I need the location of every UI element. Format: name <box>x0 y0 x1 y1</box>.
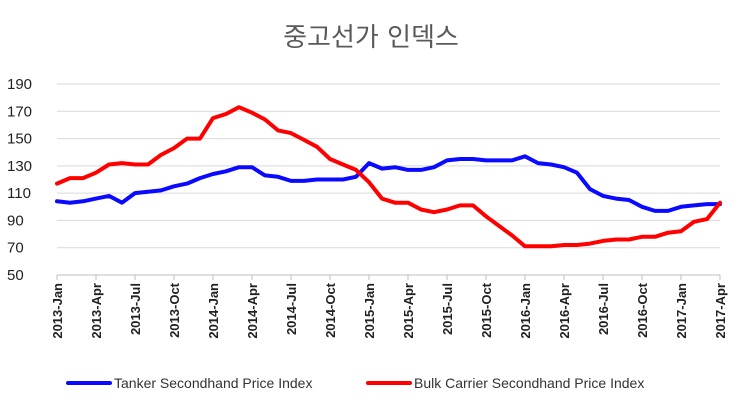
chart-title: 중고선가 인덱스 <box>283 23 459 53</box>
x-tick-label: 2016-Jan <box>518 283 533 339</box>
y-tick-label: 90 <box>7 212 24 229</box>
legend-label: Tanker Secondhand Price Index <box>114 375 312 391</box>
x-tick-label: 2013-Apr <box>89 283 104 339</box>
x-tick-label: 2015-Oct <box>479 282 494 338</box>
x-tick-label: 2015-Jan <box>362 283 377 339</box>
y-tick-label: 130 <box>7 158 32 175</box>
x-tick-label: 2014-Jul <box>284 283 299 335</box>
x-tick-label: 2013-Jan <box>50 283 65 339</box>
series-line-bulk-carrier <box>55 105 722 249</box>
y-tick-label: 190 <box>7 76 32 93</box>
x-axis-ticks: 2013-Jan 2013-Apr 2013-Jul 2013-Oct 2014-Jan… <box>50 275 728 339</box>
x-tick-label: 2016-Oct <box>635 282 650 338</box>
x-tick-label: 2013-Oct <box>167 282 182 338</box>
y-tick-label: 150 <box>7 131 32 148</box>
x-tick-label: 2015-Apr <box>401 283 416 339</box>
series-line-tanker <box>55 154 722 213</box>
legend: Tanker Secondhand Price Index Bulk Carrie… <box>66 375 644 391</box>
y-tick-label: 170 <box>7 103 32 120</box>
y-tick-label: 50 <box>7 267 24 284</box>
y-axis-ticks: 50 70 90 110 130 150 170 190 <box>7 76 32 284</box>
x-tick-label: 2015-Jul <box>440 283 455 335</box>
y-tick-label: 70 <box>7 240 24 257</box>
x-tick-label: 2014-Jan <box>206 283 221 339</box>
x-tick-label: 2013-Jul <box>128 283 143 335</box>
x-tick-label: 2014-Apr <box>245 283 260 339</box>
x-tick-label: 2016-Apr <box>557 283 572 339</box>
grid-layer <box>57 83 720 276</box>
series-layer <box>55 105 722 249</box>
x-tick-label: 2017-Jan <box>674 283 689 339</box>
x-tick-label: 2014-Oct <box>323 282 338 338</box>
x-tick-label: 2017-Apr <box>713 283 728 339</box>
legend-label: Bulk Carrier Secondhand Price Index <box>414 375 644 391</box>
y-tick-label: 110 <box>7 185 31 202</box>
x-tick-label: 2016-Jul <box>596 283 611 335</box>
